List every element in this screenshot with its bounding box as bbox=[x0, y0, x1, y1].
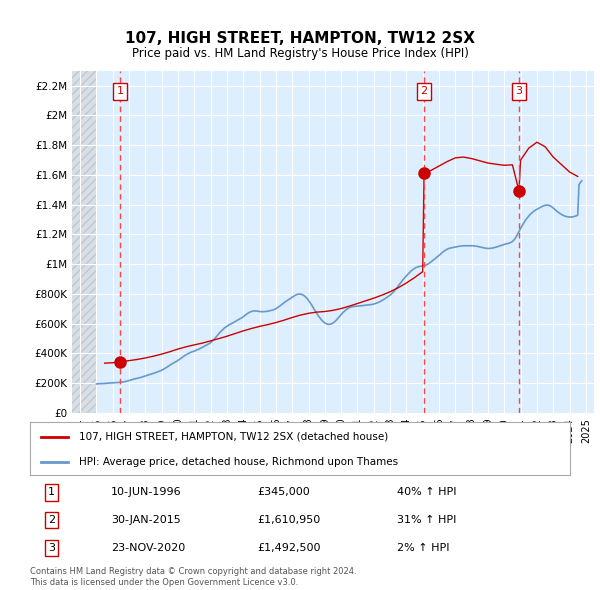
Text: 3: 3 bbox=[515, 86, 523, 96]
Text: 10-JUN-1996: 10-JUN-1996 bbox=[111, 487, 182, 497]
Text: 1: 1 bbox=[48, 487, 55, 497]
Text: Contains HM Land Registry data © Crown copyright and database right 2024.
This d: Contains HM Land Registry data © Crown c… bbox=[30, 568, 356, 586]
Text: 23-NOV-2020: 23-NOV-2020 bbox=[111, 543, 185, 553]
Bar bbox=[72, 71, 97, 413]
Text: 31% ↑ HPI: 31% ↑ HPI bbox=[397, 515, 457, 525]
Text: 40% ↑ HPI: 40% ↑ HPI bbox=[397, 487, 457, 497]
Text: 3: 3 bbox=[48, 543, 55, 553]
Text: 107, HIGH STREET, HAMPTON, TW12 2SX (detached house): 107, HIGH STREET, HAMPTON, TW12 2SX (det… bbox=[79, 432, 388, 442]
Text: 2: 2 bbox=[48, 515, 55, 525]
Text: £345,000: £345,000 bbox=[257, 487, 310, 497]
Text: Price paid vs. HM Land Registry's House Price Index (HPI): Price paid vs. HM Land Registry's House … bbox=[131, 47, 469, 60]
Text: 2% ↑ HPI: 2% ↑ HPI bbox=[397, 543, 450, 553]
Text: 2: 2 bbox=[421, 86, 428, 96]
Text: HPI: Average price, detached house, Richmond upon Thames: HPI: Average price, detached house, Rich… bbox=[79, 457, 398, 467]
Text: 1: 1 bbox=[116, 86, 124, 96]
Text: 107, HIGH STREET, HAMPTON, TW12 2SX: 107, HIGH STREET, HAMPTON, TW12 2SX bbox=[125, 31, 475, 46]
Text: 30-JAN-2015: 30-JAN-2015 bbox=[111, 515, 181, 525]
Text: £1,492,500: £1,492,500 bbox=[257, 543, 320, 553]
Text: £1,610,950: £1,610,950 bbox=[257, 515, 320, 525]
